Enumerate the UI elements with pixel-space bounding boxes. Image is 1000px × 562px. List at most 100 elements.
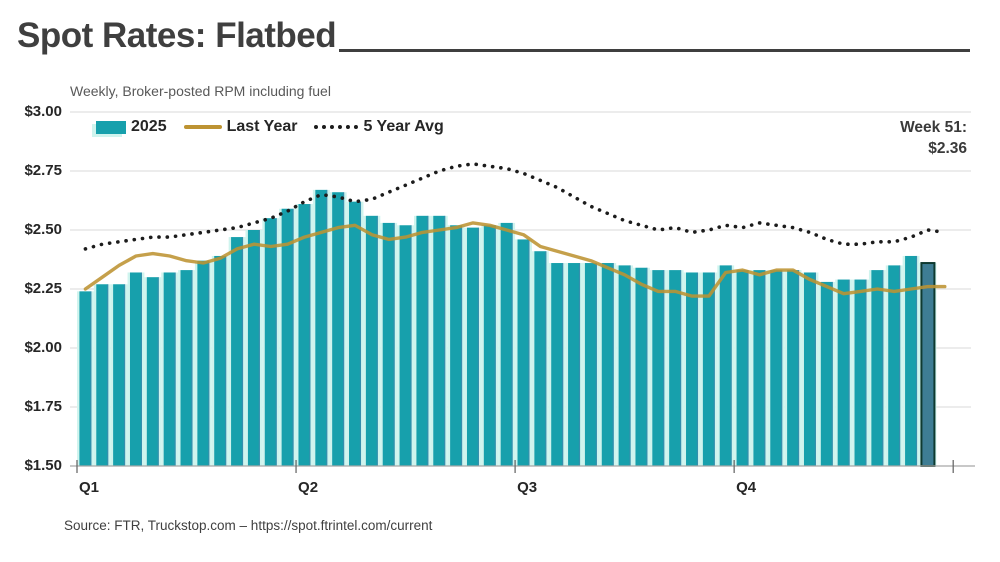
bar-edge [764, 270, 766, 466]
y-axis-label: $2.25 [24, 280, 62, 297]
spot-rate-bar [332, 192, 345, 467]
x-axis-label-q1: Q1 [79, 479, 100, 496]
spot-rate-bar [601, 263, 614, 466]
latest-week-annotation: Week 51: $2.36 [900, 117, 967, 159]
x-axis-label-q2: Q2 [298, 479, 319, 496]
bar-edge [258, 230, 260, 466]
annotation-week: Week 51: [900, 119, 967, 136]
bar-edge [848, 279, 850, 466]
chart-subtitle: Weekly, Broker-posted RPM including fuel [70, 83, 331, 99]
chart-legend: 2025 Last Year 5 Year Avg [96, 118, 444, 136]
spot-rate-bar [871, 270, 884, 466]
y-axis-label: $2.00 [24, 339, 62, 356]
last-year-line [83, 221, 947, 298]
spot-rate-bar [820, 281, 833, 466]
bar-edge [292, 208, 294, 466]
bar-edge [865, 279, 867, 466]
spot-rate-bar [669, 270, 682, 466]
spot-rate-bar [113, 284, 126, 466]
spot-rate-bar [247, 230, 260, 466]
bar-edge [208, 260, 210, 466]
bar-edge [342, 192, 345, 467]
bar-edge [578, 263, 581, 466]
y-axis-label: $2.50 [24, 221, 62, 238]
page-title: Spot Rates: Flatbed [17, 16, 337, 55]
bar-edge [629, 265, 631, 466]
bar-edge [393, 222, 395, 466]
spot-rate-bar [635, 267, 648, 466]
spot-rate-bar [264, 218, 277, 466]
bar-edge [814, 272, 816, 466]
title-underline [339, 49, 970, 52]
spot-rate-bar [382, 222, 395, 466]
spot-rate-bar [803, 272, 816, 466]
bar-edge [494, 225, 496, 466]
spot-rate-bar [129, 272, 142, 466]
spot-rate-bar [517, 239, 530, 466]
x-axis-label-q4: Q4 [736, 479, 757, 496]
spot-rate-bar [702, 272, 715, 466]
bar-edge [174, 272, 176, 466]
bar-edge [882, 270, 884, 466]
x-axis-label-q3: Q3 [517, 479, 538, 496]
bar-edge [545, 251, 547, 466]
y-axis-label: $1.75 [24, 398, 62, 415]
bar-edge [781, 270, 783, 466]
spot-rate-bar [197, 260, 210, 466]
bar-edge [511, 222, 513, 466]
legend-label: Last Year [226, 118, 298, 135]
bar-edge [444, 215, 446, 466]
highlighted-bar-week-51 [920, 262, 936, 468]
bar-edge [528, 239, 530, 466]
bar-edge [275, 218, 277, 466]
bar-edge [241, 237, 244, 466]
spot-rate-bar [349, 201, 362, 466]
bar-edge [915, 255, 918, 466]
spot-rate-bar [96, 284, 109, 466]
spot-rate-bar [686, 272, 699, 466]
spot-rate-bar [854, 279, 867, 466]
spot-rate-bar [365, 215, 378, 466]
line-swatch-icon [183, 125, 222, 129]
spot-rate-bar [466, 227, 479, 466]
bar-edge [730, 265, 732, 466]
spot-rate-bar [163, 272, 176, 466]
spot-rate-bar [416, 215, 429, 466]
spot-rate-bar [399, 225, 412, 466]
spot-rate-bar [433, 215, 446, 466]
spot-rate-bar [888, 265, 901, 466]
bar-edge [90, 291, 92, 466]
five-year-avg-line [83, 162, 947, 251]
legend-label: 2025 [131, 118, 167, 135]
source-note: Source: FTR, Truckstop.com – https://spo… [64, 518, 433, 533]
bar-edge [747, 270, 749, 466]
bar-edge [326, 189, 328, 466]
spot-rate-bar [618, 265, 631, 466]
bar-edge [831, 281, 833, 466]
spot-rate-bar [281, 208, 294, 466]
bar-edge [477, 227, 479, 466]
spot-rate-bar [753, 270, 766, 466]
spot-rate-bar [568, 263, 581, 466]
dotted-swatch-icon [314, 125, 359, 129]
legend-item-5-year-avg: 5 Year Avg [314, 118, 444, 136]
y-axis-label: $2.75 [24, 162, 62, 179]
spot-rate-bar [214, 255, 227, 466]
bar-edge [899, 265, 901, 466]
bar-edge [140, 272, 142, 466]
spot-rate-bar [315, 189, 328, 466]
y-axis-label: $3.00 [24, 103, 62, 120]
legend-item-last-year: Last Year [183, 118, 298, 136]
spot-rate-bar [584, 263, 597, 466]
bar-edge [797, 270, 800, 466]
spot-rate-bar [551, 263, 564, 466]
bar-edge [713, 272, 715, 466]
annotation-value: $2.36 [928, 140, 967, 157]
spot-rate-bar [231, 237, 244, 466]
bar-edge [595, 263, 597, 466]
legend-item-2025: 2025 [96, 118, 167, 136]
spot-rate-bar [146, 277, 159, 466]
spot-rate-bar [719, 265, 732, 466]
spot-rate-bar [652, 270, 665, 466]
